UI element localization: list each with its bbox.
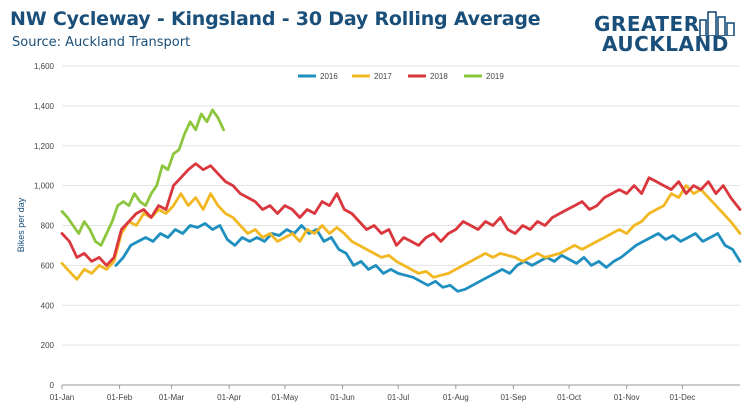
- greater-auckland-logo: GREATER AUCKLAND: [594, 10, 740, 56]
- y-tick-label: 0: [50, 381, 55, 390]
- y-tick-label: 1,200: [34, 142, 55, 151]
- legend-label-2018: 2018: [430, 72, 448, 81]
- series-line-2016: [114, 222, 742, 293]
- x-tick-label: 01-Nov: [614, 393, 640, 402]
- logo-line-2: AUCKLAND: [602, 32, 729, 56]
- legend-label-2016: 2016: [320, 72, 338, 81]
- y-axis-label: Bikes per day: [16, 197, 26, 252]
- y-tick-label: 1,400: [34, 102, 55, 111]
- x-tick-label: 01-Oct: [557, 393, 582, 402]
- y-tick-label: 1,600: [34, 62, 55, 71]
- x-tick-label: 01-Feb: [107, 393, 133, 402]
- legend-label-2017: 2017: [374, 72, 392, 81]
- y-tick-label: 800: [41, 222, 55, 231]
- series-line-2019: [60, 108, 225, 247]
- series-line-2017: [60, 184, 742, 281]
- x-tick-label: 01-Jan: [50, 393, 74, 402]
- axes: 0 200 400 600 800 1,000 1,200 1,400 1,600 01-Jan 0…: [34, 62, 740, 402]
- x-tick-label: 01-May: [272, 393, 299, 402]
- series-line-2018: [60, 162, 742, 267]
- x-tick-label: 01-Sep: [500, 393, 526, 402]
- city-skyline-icon: [699, 11, 735, 36]
- legend-label-2019: 2019: [486, 72, 504, 81]
- x-tick-label: 01-Apr: [217, 393, 241, 402]
- y-tick-label: 400: [41, 301, 55, 310]
- gridlines: [62, 65, 740, 346]
- logo-line-1: GREATER: [594, 12, 700, 36]
- y-tick-label: 200: [41, 341, 55, 350]
- x-tick-label: 01-Dec: [670, 393, 696, 402]
- x-tick-label: 01-Aug: [443, 393, 469, 402]
- chart-title: NW Cycleway - Kingsland - 30 Day Rolling…: [10, 8, 541, 30]
- series-lines: [60, 108, 742, 293]
- y-tick-label: 1,000: [34, 182, 55, 191]
- chart-subtitle: Source: Auckland Transport: [12, 35, 191, 50]
- x-tick-label: 01-Mar: [159, 393, 185, 402]
- y-tick-label: 600: [41, 261, 55, 270]
- legend: 2016 2017 2018 2019: [298, 72, 504, 81]
- x-tick-label: 01-Jul: [387, 393, 409, 402]
- x-tick-label: 01-Jun: [330, 393, 354, 402]
